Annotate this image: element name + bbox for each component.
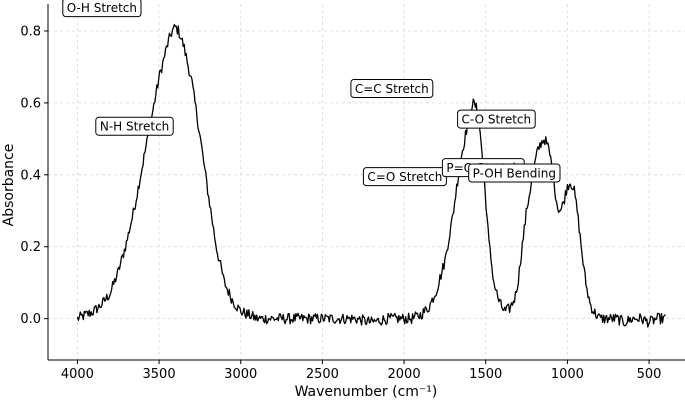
spectrum-line (76, 23, 666, 328)
annotation-label: O-H Stretch (67, 1, 137, 15)
annotation-label: C=O Stretch (367, 170, 442, 184)
annotation-callout: C-O Stretch (457, 109, 536, 129)
spectrum-line-layer (76, 23, 666, 328)
annotation-layer: O-H Stretch N-H Stretch C=C Stretch C-O Str… (62, 0, 561, 187)
y-tick-label: 0.8 (20, 24, 41, 39)
x-tick-label: 2000 (388, 367, 421, 382)
axes-layer (47, 4, 685, 361)
tick-layer: 4000 3500 3000 2500 2000 1500 1000 500 0.0 0.2 0.4… (20, 24, 661, 382)
x-axis-label: Wavenumber (cm⁻¹) (295, 384, 438, 400)
x-tick-label: 3000 (224, 367, 257, 382)
annotation-box (350, 79, 434, 98)
annotation-box (468, 163, 561, 183)
y-tick-label: 0.6 (20, 96, 41, 111)
x-tick-label: 3500 (143, 367, 176, 382)
x-tick-label: 500 (637, 367, 662, 382)
annotation-box (62, 0, 142, 18)
x-tick-label: 4000 (61, 367, 94, 382)
x-tick-label: 2500 (306, 367, 339, 382)
annotation-label: C=C Stretch (355, 82, 429, 96)
annotation-callout: C=O Stretch (362, 167, 447, 187)
y-axis-label: Absorbance (1, 144, 17, 227)
annotation-box (457, 109, 536, 129)
annotation-label: N-H Stretch (100, 120, 169, 134)
y-tick-label: 0.2 (20, 240, 41, 255)
annotation-callout: O-H Stretch (62, 0, 142, 18)
annotation-callout: N-H Stretch (95, 116, 174, 136)
y-tick-label: 0.0 (20, 312, 41, 327)
annotation-callout: P-OH Bending (468, 163, 561, 183)
annotation-label: P-OH Bending (473, 166, 556, 180)
annotation-box (95, 116, 174, 136)
x-tick-label: 1000 (551, 367, 584, 382)
annotation-callout: C=C Stretch (350, 79, 434, 98)
y-tick-label: 0.4 (20, 168, 41, 183)
annotation-label: C-O Stretch (462, 112, 532, 126)
x-tick-label: 1500 (469, 367, 502, 382)
